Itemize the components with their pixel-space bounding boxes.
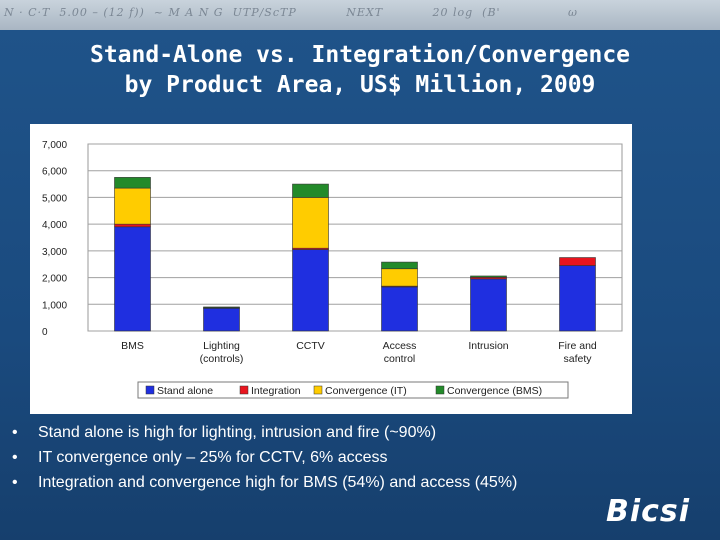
y-tick-label: 6,000 <box>42 167 67 178</box>
bar-segment <box>114 226 151 332</box>
legend-label: Integration <box>251 385 301 397</box>
legend-swatch <box>239 385 249 395</box>
bar-segment <box>381 286 418 332</box>
chart-panel: 0 1,000 2,000 3,000 4,000 5,000 6,000 7,000 BMS L… <box>30 124 632 414</box>
bullet-glyph: • <box>12 474 18 491</box>
y-tick-label: 4,000 <box>42 220 67 231</box>
bicsi-logo: Bicsi <box>606 494 716 530</box>
bullet-glyph: • <box>12 449 18 466</box>
bar-segment <box>381 261 418 270</box>
y-tick-label: 1,000 <box>42 300 67 311</box>
bar-segment <box>114 177 151 189</box>
bullet-text: Integration and convergence high for BMS… <box>38 474 518 491</box>
title-line-1: Stand-Alone vs. Integration/Convergence <box>89 42 631 68</box>
x-tick-label: BMS <box>121 340 144 352</box>
legend-swatch <box>313 385 323 395</box>
bullet-item: • Integration and convergence high for B… <box>8 470 708 495</box>
plot-area <box>87 143 623 332</box>
title-line-2: by Product Area, US$ Million, 2009 <box>124 72 596 98</box>
y-tick-label: 2,000 <box>42 274 67 285</box>
legend-swatch <box>145 385 155 395</box>
x-tick-label: (controls) <box>200 353 244 365</box>
bullet-list: • Stand alone is high for lighting, intr… <box>8 420 708 495</box>
bullet-text: IT convergence only – 25% for CCTV, 6% a… <box>38 449 388 466</box>
x-tick-label: Access <box>383 340 417 352</box>
x-tick-label: CCTV <box>296 340 325 352</box>
legend-label: Stand alone <box>157 385 213 397</box>
bar-segment <box>203 307 240 332</box>
bullet-text: Stand alone is high for lighting, intrus… <box>38 424 437 441</box>
top-banner: N · C·T 5.00 – (12 f)) ~ M A N G UTP/ScT… <box>0 0 720 30</box>
bar-segment <box>114 187 151 225</box>
y-tick-label: 7,000 <box>42 140 67 151</box>
logo-wordmark: Bicsi <box>606 494 691 529</box>
x-tick-label: Lighting <box>203 340 240 352</box>
slide-title: Stand-Alone vs. Integration/Convergence … <box>20 40 700 100</box>
legend-label: Convergence (IT) <box>325 385 407 397</box>
bar-segment <box>559 257 596 266</box>
bar-segment <box>470 278 507 332</box>
x-tick-label: Fire and <box>558 340 597 352</box>
bar-segment <box>381 268 418 287</box>
y-tick-label: 3,000 <box>42 247 67 258</box>
x-tick-label: Intrusion <box>468 340 508 352</box>
bar-segment <box>203 306 240 309</box>
bar-segment <box>559 265 596 332</box>
bullet-glyph: • <box>12 424 18 441</box>
stacked-bar-chart: 0 1,000 2,000 3,000 4,000 5,000 6,000 7,000 BMS L… <box>42 140 623 399</box>
x-tick-label: safety <box>563 353 592 365</box>
bar-segment <box>292 197 329 249</box>
bullet-item: • IT convergence only – 25% for CCTV, 6%… <box>8 445 708 470</box>
y-tick-label: 0 <box>42 327 48 338</box>
bullet-item: • Stand alone is high for lighting, intr… <box>8 420 708 445</box>
legend-swatch <box>435 385 445 395</box>
bar-segment <box>470 275 507 278</box>
x-tick-label: control <box>384 353 416 365</box>
y-tick-label: 5,000 <box>42 193 67 204</box>
banner-decoration: N · C·T 5.00 – (12 f)) ~ M A N G UTP/ScT… <box>4 6 578 19</box>
legend-label: Convergence (BMS) <box>447 385 542 397</box>
bar-segment <box>292 183 329 198</box>
bar-segment <box>114 223 151 228</box>
bar-segment <box>292 249 329 332</box>
